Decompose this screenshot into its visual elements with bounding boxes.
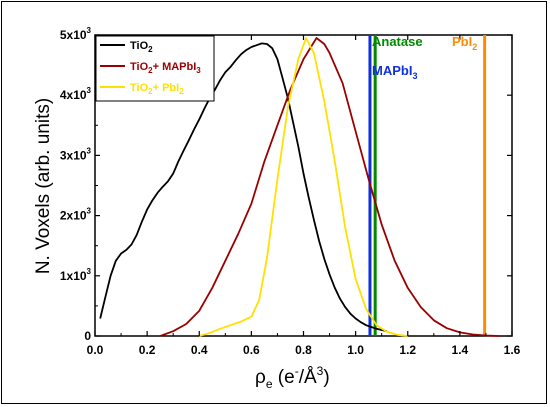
legend-label-tio2-mapbi3: TiO2+ MAPbI3 bbox=[130, 61, 201, 75]
x-tick-label: 1.0 bbox=[347, 343, 364, 357]
x-axis-title: ρe (e-/Å3) bbox=[255, 364, 330, 391]
x-tick-label: 0.8 bbox=[295, 343, 312, 357]
y-tick-label: 4x103 bbox=[60, 86, 92, 102]
y-tick-label: 3x103 bbox=[60, 146, 92, 162]
y-tick-label: 1x103 bbox=[60, 267, 92, 283]
x-tick-label: 0.2 bbox=[139, 343, 156, 357]
series-layer bbox=[99, 37, 500, 337]
legend-box bbox=[95, 35, 215, 102]
annotation-mapbi3: MAPbI3 bbox=[372, 63, 417, 81]
series-line-1 bbox=[99, 42, 388, 333]
legend: TiO2 TiO2+ MAPbI3 TiO2+ PbI2 bbox=[95, 35, 215, 102]
legend-label-tio2-pbi2: TiO2+ PbI2 bbox=[130, 82, 184, 96]
x-tick-label: 0.0 bbox=[87, 343, 104, 357]
y-tick-label: 0 bbox=[84, 329, 91, 343]
x-tick-label: 1.4 bbox=[452, 343, 469, 357]
x-tick-label: 0.6 bbox=[243, 343, 260, 357]
legend-label-tio2: TiO2 bbox=[130, 40, 153, 54]
reference-lines bbox=[368, 35, 487, 336]
y-axis-title: N. Voxels (arb. units) bbox=[33, 98, 54, 274]
annotation-anatase: Anatase bbox=[372, 34, 423, 49]
x-tick-label: 1.6 bbox=[504, 343, 521, 357]
y-tick-label: 5x103 bbox=[60, 26, 92, 42]
y-tick-label: 2x103 bbox=[60, 207, 92, 223]
series-line-2 bbox=[159, 37, 500, 337]
series-line-3 bbox=[199, 37, 408, 337]
x-tick-label: 0.4 bbox=[191, 343, 208, 357]
y-axis-ticks: 0 1x103 2x103 3x103 4x103 5x103 bbox=[60, 26, 512, 343]
x-tick-label: 1.2 bbox=[399, 343, 416, 357]
x-axis-ticks: 0.0 0.2 0.4 0.6 0.8 1.0 1.2 1.4 1.6 bbox=[87, 35, 521, 357]
annotation-pbi2: PbI2 bbox=[452, 34, 477, 52]
